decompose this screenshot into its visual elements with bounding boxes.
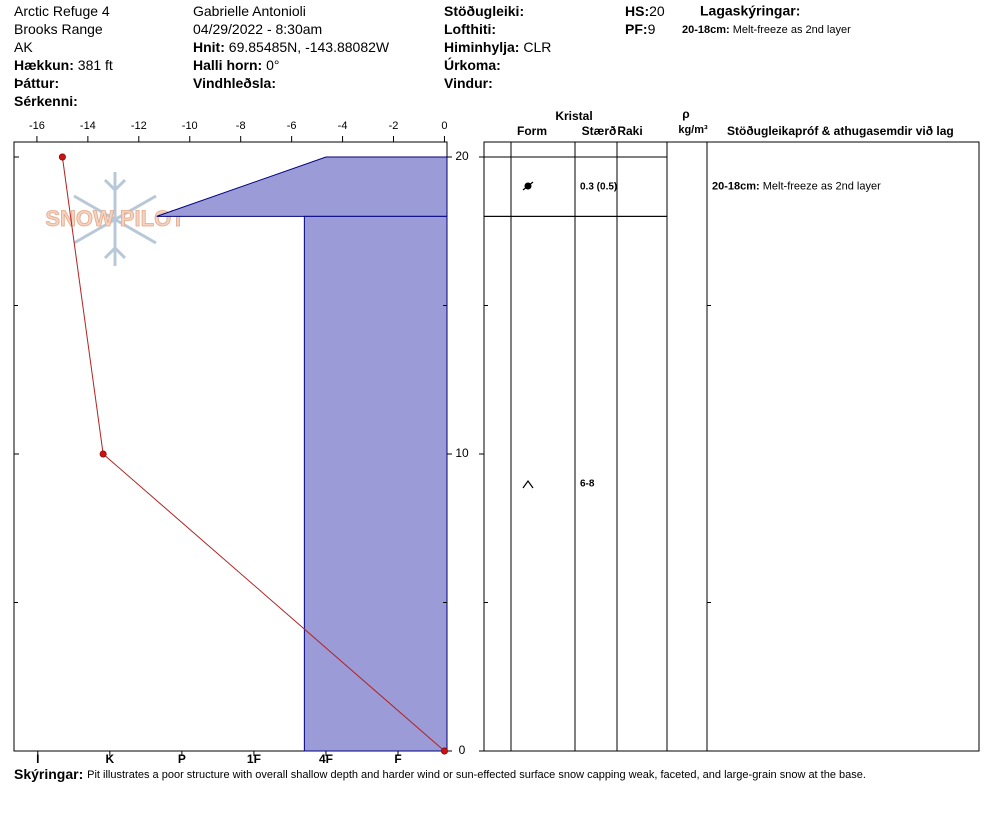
grain-icons <box>522 181 534 489</box>
header-field: Gabrielle Antonioli <box>193 3 306 19</box>
field-value: Brooks Range <box>14 21 103 37</box>
footer-text: Pit illustrates a poor structure with ov… <box>87 769 866 781</box>
field-label: Halli horn: <box>193 57 262 73</box>
comment-value: Melt-freeze as 2nd layer <box>763 181 881 193</box>
header-field: Himinhylja: CLR <box>444 39 551 55</box>
temp-tick-label: -16 <box>29 120 45 132</box>
field-label: Vindhleðsla: <box>193 75 276 91</box>
field-label: Hnit: <box>193 39 225 55</box>
field-value: 381 ft <box>78 57 113 73</box>
field-label: Hækkun: <box>14 57 74 73</box>
table-header: Form <box>517 124 547 138</box>
temp-tick-label: -14 <box>80 120 96 132</box>
temp-tick-label: -2 <box>389 120 399 132</box>
hardness-tick-label: F <box>394 752 401 766</box>
footer: Skýringar: Pit illustrates a poor struct… <box>14 766 866 782</box>
logo-flake <box>73 172 157 266</box>
header-field: Stöðugleiki: <box>444 3 524 19</box>
layer-notes-title: Lagaskýringar: <box>700 3 800 19</box>
field-value: AK <box>14 39 33 55</box>
header-field: Hnit: 69.85485N, -143.88082W <box>193 39 390 55</box>
header-field: Halli horn: 0° <box>193 57 280 73</box>
comment-label: 20-18cm: <box>712 181 760 193</box>
header-field: AK <box>14 39 33 55</box>
header-field: PF:9 <box>625 21 656 37</box>
field-value: CLR <box>523 39 551 55</box>
field-label: Lofthiti: <box>444 21 496 37</box>
grain-size: 0.3 (0.5) <box>580 181 617 192</box>
table-columns <box>510 142 708 751</box>
field-label: Stöðugleiki: <box>444 3 524 19</box>
temp-tick-label: 0 <box>441 120 447 132</box>
field-value: 69.85485N, -143.88082W <box>229 39 390 55</box>
header-field: Lofthiti: <box>444 21 496 37</box>
table-header: Kristal <box>555 109 592 123</box>
field-value: Gabrielle Antonioli <box>193 3 306 19</box>
header-field: Brooks Range <box>14 21 103 37</box>
field-label: Úrkoma: <box>444 56 501 73</box>
temp-tick-label: -6 <box>287 120 297 132</box>
hardness-tick-label: 4F <box>319 752 333 766</box>
field-label: PF: <box>625 21 648 37</box>
field-value: 9 <box>648 21 656 37</box>
header-field: HS:20 <box>625 3 665 19</box>
hardness-tick-label: K <box>105 752 114 766</box>
watermark: SNOW PILOT <box>45 206 185 231</box>
hardness-layer <box>303 215 448 752</box>
hardness-tick-label: P <box>178 752 186 766</box>
header-field: Þáttur: <box>14 75 59 91</box>
header-field: Sérkenni: <box>14 93 78 109</box>
field-value: Arctic Refuge 4 <box>14 3 110 19</box>
header-field: Vindur: <box>444 75 493 91</box>
note-value: Melt-freeze as 2nd layer <box>733 24 851 36</box>
grain-size: 6-8 <box>580 478 595 489</box>
table-header: Stöðugleikapróf & athugasemdir við lag <box>727 124 954 138</box>
field-label: Himinhylja: <box>444 39 519 55</box>
field-label: Sérkenni: <box>14 93 78 109</box>
depth-tick-label: 10 <box>455 446 469 460</box>
header-field: Arctic Refuge 4 <box>14 3 110 19</box>
header-field: 04/29/2022 - 8:30am <box>193 21 322 37</box>
table-header: Raki <box>617 124 642 138</box>
temp-tick-label: -4 <box>338 120 348 132</box>
footer-label: Skýringar: <box>14 766 83 782</box>
note-label: 20-18cm: <box>682 24 730 36</box>
temp-tick-label: -8 <box>236 120 246 132</box>
depth-tick-label: 20 <box>455 149 469 163</box>
table-frame <box>483 141 980 752</box>
temperature-point <box>99 450 107 458</box>
layer-comment: 20-18cm: Melt-freeze as 2nd layer <box>712 181 881 193</box>
depth-tick-label: 0 <box>459 743 466 757</box>
table-header: kg/m³ <box>678 124 708 136</box>
header-field: Úrkoma: <box>444 56 501 73</box>
hardness-tick-label: I <box>36 752 39 766</box>
hardness-layer <box>156 156 448 217</box>
header-field: Hækkun: 381 ft <box>14 57 113 73</box>
temperature-point <box>440 747 448 755</box>
table-header: Stærð <box>582 124 617 138</box>
field-label: Vindur: <box>444 75 493 91</box>
table-header: ρ <box>682 107 689 121</box>
field-value: 04/29/2022 - 8:30am <box>193 21 322 37</box>
temp-tick-label: -12 <box>131 120 147 132</box>
field-value: 20 <box>649 3 665 19</box>
hardness-tick-label: 1F <box>247 752 261 766</box>
layer-note: 20-18cm: Melt-freeze as 2nd layer <box>682 24 851 36</box>
header-field: Vindhleðsla: <box>193 75 276 91</box>
field-label: HS: <box>625 3 649 19</box>
field-value: 0° <box>266 57 279 73</box>
temperature-point <box>58 153 66 161</box>
temp-tick-label: -10 <box>182 120 198 132</box>
field-label: Þáttur: <box>14 75 59 91</box>
